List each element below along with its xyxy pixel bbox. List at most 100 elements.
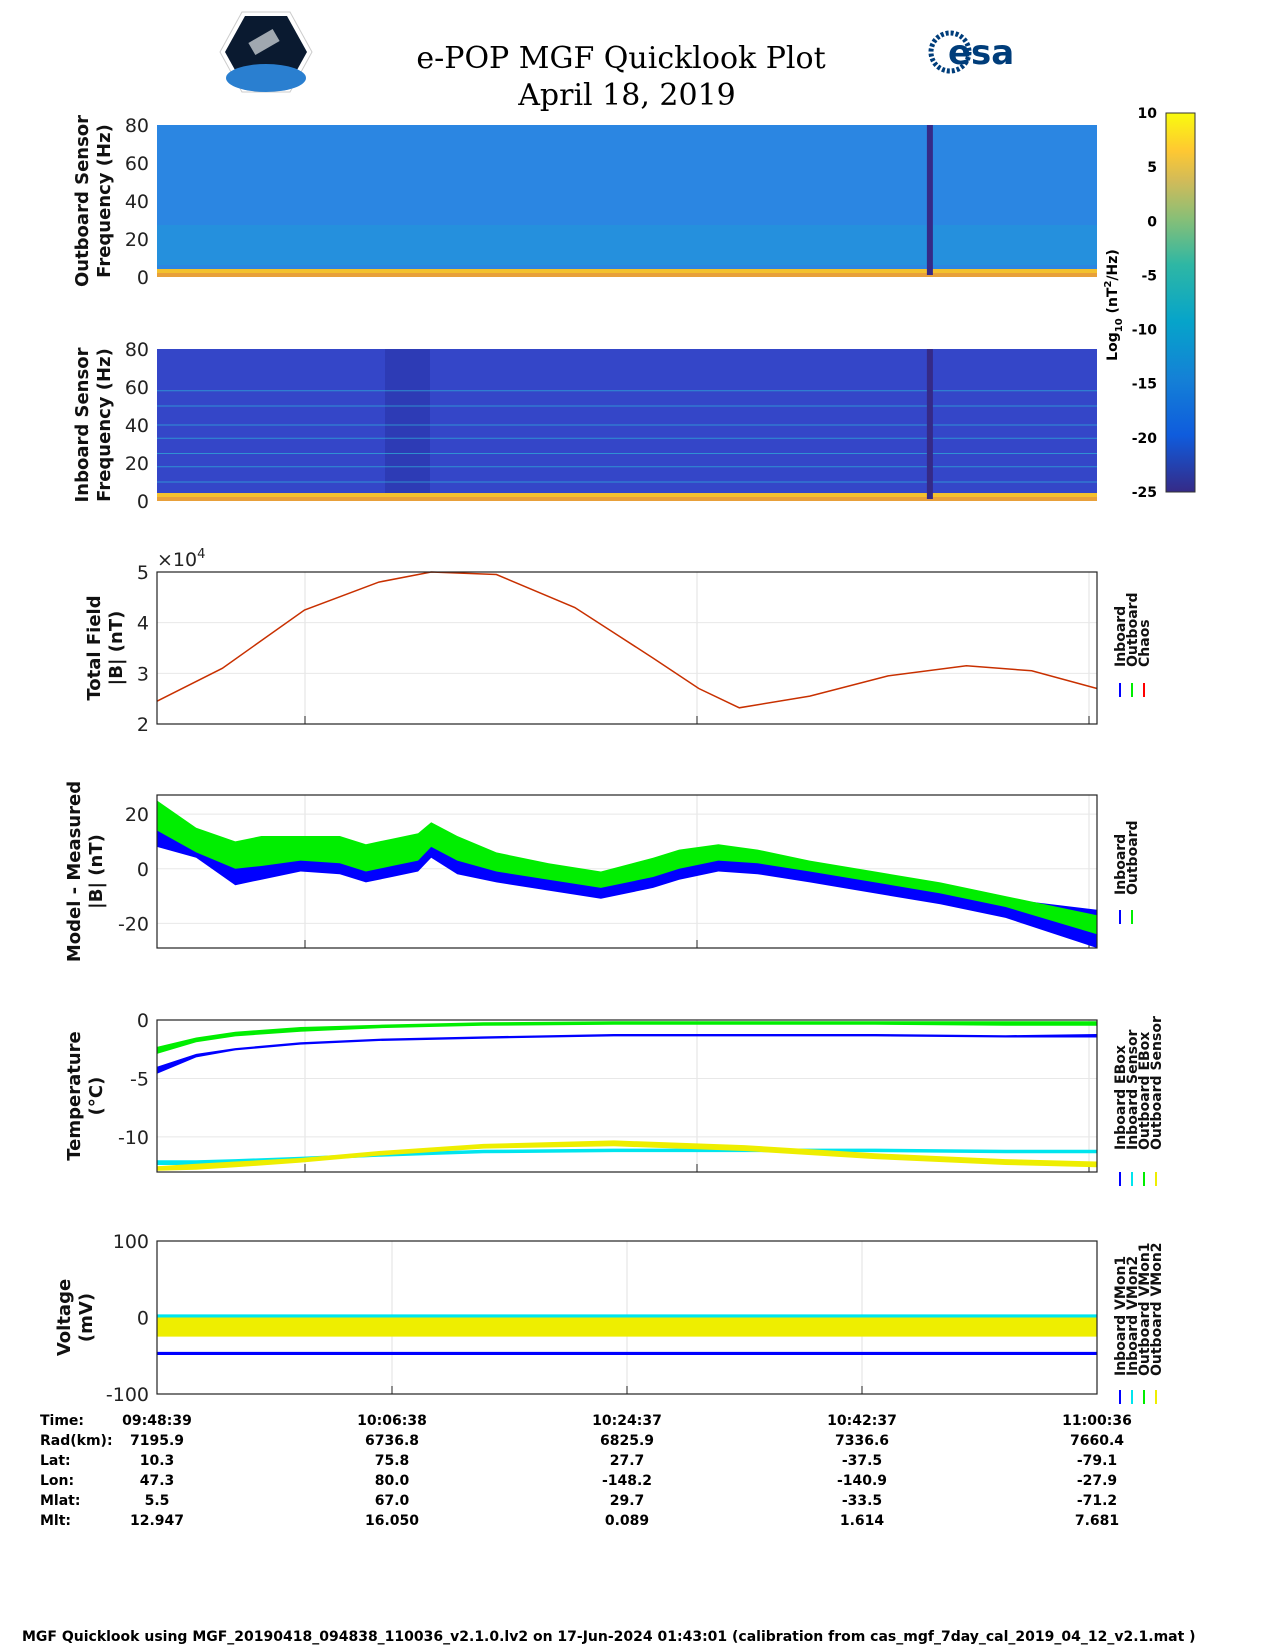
ephemeris-cell: -33.5 <box>842 1493 882 1509</box>
ytick-label: 20 <box>125 453 149 475</box>
ylabel-line: (mV) <box>76 1293 97 1342</box>
series-outboard-sensor <box>157 1140 1097 1171</box>
colorbar-tick: -15 <box>1132 377 1157 393</box>
ytick-label: 3 <box>137 663 149 685</box>
ephemeris-row-label: Lon: <box>40 1473 74 1489</box>
ylabel-line: Temperature <box>64 1031 85 1160</box>
legend-label: Inboard VMon2 <box>1125 1256 1141 1376</box>
inboard-spectrogram-ylabel: Inboard SensorFrequency (Hz) <box>72 347 115 502</box>
ephemeris-cell: 75.8 <box>375 1453 410 1469</box>
colorbar-tick: 10 <box>1138 106 1158 122</box>
ephemeris-cell: -148.2 <box>602 1473 652 1489</box>
ephemeris-cell: -37.5 <box>842 1453 882 1469</box>
legend-label: Inboard EBox <box>1113 1045 1129 1150</box>
legend-label: Inboard Sensor <box>1125 1029 1141 1150</box>
ytick-label: 0 <box>137 1010 149 1032</box>
ephemeris-cell: 29.7 <box>610 1493 645 1509</box>
colorbar-tick: -10 <box>1132 323 1158 339</box>
legend-label: Outboard VMon1 <box>1137 1242 1153 1376</box>
ephemeris-cell: 12.947 <box>130 1513 184 1529</box>
ytick-label: 0 <box>137 1308 149 1330</box>
spectrogram-lowfreq-band <box>157 493 1097 499</box>
model-measured-panel: Model - Measured|B| (nT) 20 0 -20 InboardOut… <box>64 781 1141 962</box>
ephemeris-cell: 47.3 <box>140 1473 175 1489</box>
esa-logo: esa <box>928 30 1014 74</box>
ytick-label: 40 <box>125 415 149 437</box>
colorbar-label: Log10 (nT2/Hz) <box>1103 249 1125 361</box>
total-field-panel: Total Field|B| (nT) 5 4 3 2 ×104 InboardOutboa… <box>84 547 1153 736</box>
ephemeris-row-label: Time: <box>40 1413 84 1429</box>
legend-label: Chaos <box>1137 619 1153 667</box>
outboard-spectrogram-ylabel: Outboard SensorFrequency (Hz) <box>72 115 115 287</box>
ytick-label: 80 <box>125 339 149 361</box>
ytick-label: 2 <box>137 714 149 736</box>
legend-label: Outboard VMon2 <box>1149 1242 1165 1376</box>
legend-label: Inboard <box>1113 606 1129 667</box>
temperature-ylabel: Temperature(°C) <box>64 1031 107 1160</box>
colorbar-tick: 5 <box>1147 160 1157 176</box>
colorbar-tick: -20 <box>1132 431 1158 447</box>
plot-frame <box>156 1240 1098 1395</box>
figure-title: e-POP MGF Quicklook Plot <box>416 41 825 76</box>
ylabel-line: Inboard Sensor <box>72 347 93 502</box>
legend-label: Outboard Sensor <box>1149 1016 1165 1150</box>
ytick-label: 80 <box>125 115 149 137</box>
ytick-label: 100 <box>113 1231 149 1253</box>
spectrogram-lowband <box>157 225 1097 265</box>
ytick-label: 60 <box>125 377 149 399</box>
series-outboard-ebox <box>157 1021 1097 1054</box>
ephemeris-cell: 09:48:39 <box>122 1413 192 1429</box>
ytick-label: -5 <box>130 1068 149 1090</box>
plot-area <box>157 572 1097 724</box>
legend-label: Inboard <box>1113 834 1129 895</box>
legend-label: Outboard <box>1125 820 1141 895</box>
colorbar-tick: -5 <box>1141 268 1157 284</box>
plot-frame <box>156 794 1098 949</box>
ylabel-line: (°C) <box>86 1077 107 1116</box>
ephemeris-cell: 10:06:38 <box>357 1413 427 1429</box>
spectrogram-lowfreq-band <box>157 273 1097 277</box>
colorbar: 10 5 0 -5 -10 -15 -20 -25 Log10 (nT2/Hz) <box>1103 106 1196 501</box>
ytick-label: 20 <box>125 804 149 826</box>
ephemeris-cell: -71.2 <box>1077 1493 1117 1509</box>
temperature-panel: Temperature(°C) 0 -5 -10 Inboard EBoxInboard… <box>64 1010 1165 1186</box>
ephemeris-row-label: Mlat: <box>40 1493 80 1509</box>
colorbar-tick: 0 <box>1147 214 1157 230</box>
outboard-spectrogram-panel: Outboard SensorFrequency (Hz) 80 60 40 20 0 <box>72 115 1097 289</box>
legend-label: Outboard <box>1125 592 1141 667</box>
legend-label: Inboard VMon1 <box>1113 1256 1129 1376</box>
ytick-label: 20 <box>125 229 149 251</box>
ephemeris-cell: -140.9 <box>837 1473 887 1489</box>
figure-date: April 18, 2019 <box>517 78 736 113</box>
spectrogram-lowfreq-band <box>157 269 1097 275</box>
ytick-label: 40 <box>125 191 149 213</box>
inboard-spectrogram-panel: Inboard SensorFrequency (Hz) 80 60 40 20 0 <box>72 339 1097 513</box>
ephemeris-cell: 16.050 <box>365 1513 419 1529</box>
ytick-label: 0 <box>137 859 149 881</box>
series-outboard-vmon2 <box>157 1317 1097 1337</box>
ylabel-line: Outboard Sensor <box>72 115 93 287</box>
ylabel-line: Model - Measured <box>64 781 85 962</box>
ephemeris-table: Time: Rad(km): Lat: Lon: Mlat: Mlt: 09:48:39 71… <box>40 1413 1132 1529</box>
voltage-panel: Voltage(mV) 100 0 -100 Inboard VMon1Inboard … <box>54 1231 1165 1406</box>
ytick-label: -20 <box>118 913 149 935</box>
svg-text:esa: esa <box>948 33 1014 73</box>
ytick-label: -10 <box>118 1127 149 1149</box>
model-measured-ylabel: Model - Measured|B| (nT) <box>64 781 107 962</box>
ytick-label: 0 <box>137 267 149 289</box>
legend-label: Outboard EBox <box>1137 1032 1153 1150</box>
ephemeris-cell: 0.089 <box>605 1513 649 1529</box>
colorbar-gradient <box>1165 112 1196 493</box>
ephemeris-cell: 10:42:37 <box>827 1413 897 1429</box>
ephemeris-cell: -27.9 <box>1077 1473 1117 1489</box>
series-inboard-vmon1 <box>157 1351 1097 1355</box>
spectrogram-background <box>157 125 1097 277</box>
plot-frame <box>156 1019 1098 1173</box>
ephemeris-cell: 6736.8 <box>365 1433 419 1449</box>
ephemeris-cell: 10.3 <box>140 1453 175 1469</box>
ephemeris-cell: 10:24:37 <box>592 1413 662 1429</box>
series-outboard <box>157 800 1097 935</box>
plot-frame <box>156 571 1098 725</box>
spectrogram-lowfreq-band <box>157 497 1097 501</box>
